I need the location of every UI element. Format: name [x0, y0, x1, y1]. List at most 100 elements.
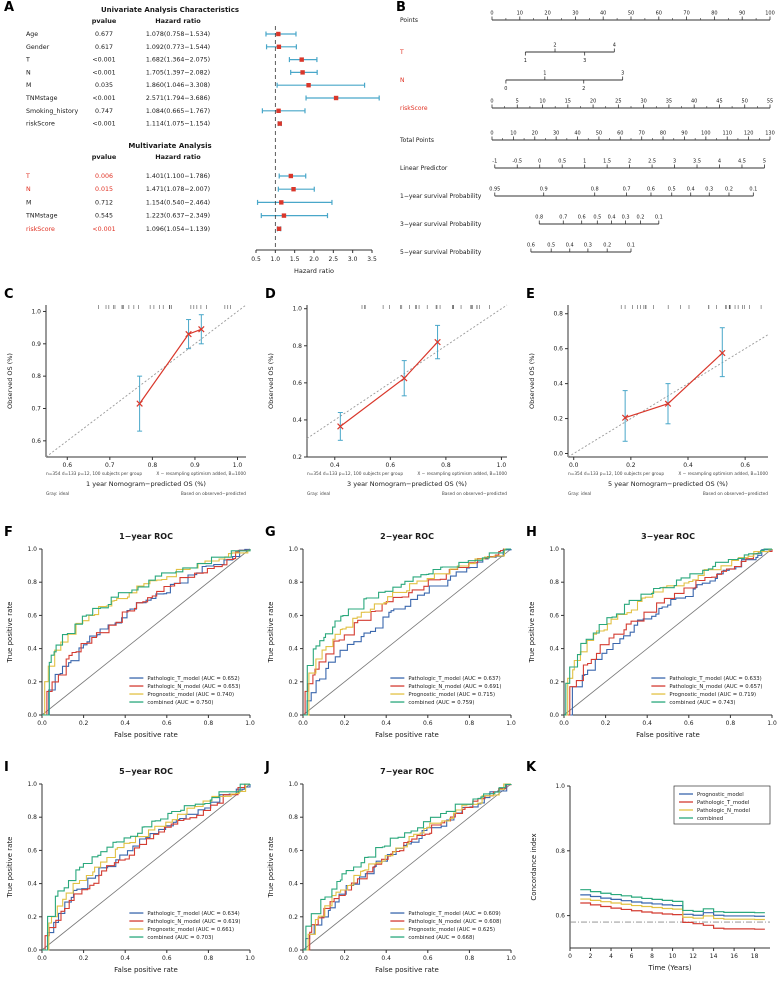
y-axis-title: True positive rate	[267, 602, 275, 664]
nomogram-tick-label: 60	[656, 11, 662, 17]
x-marker	[664, 400, 672, 407]
nomogram-row-label: 5−year survival Probability	[400, 249, 482, 256]
nomogram-tick-label: 0.95	[489, 187, 500, 193]
roc-7yr-svg: 7−year ROC 0.00.0 0.2 0.2 0.4 0.4 0.6 0.6 0.8 0.8…	[267, 767, 516, 974]
pvalue: 0.747	[95, 108, 113, 115]
y-tick-label: 0.0	[27, 712, 37, 719]
y-tick-label: 0.6	[27, 612, 37, 619]
roc-1yr-svg: 1−year ROC 0.00.0 0.2 0.2 0.4 0.4 0.6 0.6 0.8 0.8…	[6, 532, 255, 739]
variable-name: riskScore	[26, 226, 55, 233]
legend-label: Pathologic_T_model (AUC = 0.652)	[147, 676, 239, 682]
calibration-5yr-svg: 0.0 0.2 0.4 0.6 0.0 0.2 0.4 0.6 0.8 n=354 d=133 p…	[528, 305, 768, 497]
nomogram-tick-label: 40	[574, 131, 580, 137]
y-tick-label: 0.4	[27, 881, 37, 888]
y-tick-label: 0.2	[288, 679, 298, 686]
roc-curve-green	[564, 548, 773, 716]
chart-title: 7−year ROC	[380, 767, 434, 776]
legend-label: Prognostic_model (AUC = 0.661)	[147, 927, 234, 933]
x-tick-label: 14	[710, 953, 718, 960]
nomogram-tick-label: 4	[613, 43, 616, 49]
x-tick-label: 1.0	[271, 256, 281, 263]
nomogram-row-label: N	[400, 77, 405, 84]
y-axis-title: Observed OS (%)	[267, 353, 275, 409]
nomogram-tick-label: 20	[590, 99, 596, 105]
x-tick-label: 0.4	[120, 720, 130, 727]
variable-name: N	[26, 69, 31, 76]
nomogram-tick-label: 0	[538, 159, 541, 165]
y-tick-label: 0.2	[288, 914, 298, 921]
y-tick-label: 0.6	[292, 380, 302, 387]
x-axis-title: 5 year Nomogram−predicted OS (%)	[608, 480, 728, 488]
x-tick-label: 0.8	[204, 720, 214, 727]
panel-f-label: F	[4, 525, 13, 540]
x-axis-title: Hazard ratio	[294, 267, 334, 275]
y-tick-label: 0.0	[288, 947, 298, 954]
roc-5yr-svg: 5−year ROC 0.00.0 0.2 0.2 0.4 0.4 0.6 0.6 0.8 0.8…	[6, 767, 255, 974]
panel-b-nomogram: B Points 0 10 20 30 40 50 60 70 80 90 100 T 1 2 3 4 N 0 1 2 3…	[392, 0, 783, 287]
x-tick-label: 0.8	[204, 955, 214, 962]
x-tick-label: 0.2	[340, 720, 350, 727]
nomogram-tick-label: 0.6	[647, 187, 655, 193]
x-tick-label: 1.0	[767, 720, 777, 727]
y-tick-label: 0.0	[553, 451, 563, 458]
caption-left: n=354 d=133 p=12, 100 subjects per group	[307, 471, 403, 477]
y-tick-label: 0.4	[553, 381, 563, 388]
nomogram-tick-label: 80	[711, 11, 717, 17]
nomogram-tick-label: 0.5	[593, 215, 601, 221]
x-tick-label: 0.4	[330, 462, 340, 469]
x-marker	[198, 326, 205, 333]
panel-j-label: J	[265, 760, 270, 775]
pvalue: <0.001	[92, 121, 115, 128]
hazard-ratio-text: 1.471(1.078−2.007)	[146, 186, 210, 193]
x-tick-label: 0.2	[626, 462, 636, 469]
y-tick-label: 0.6	[555, 913, 565, 920]
y-tick-label: 0.4	[288, 646, 298, 653]
x-tick-label: 0.5	[251, 256, 261, 263]
nomogram-tick-label: 40	[691, 99, 697, 105]
chance-diagonal	[302, 783, 512, 951]
roc-curve-blue	[303, 549, 512, 716]
variable-name: Age	[26, 31, 38, 38]
panel-g-label: G	[265, 525, 276, 540]
x-tick-label: 0.7	[105, 462, 115, 469]
calibration-1yr-svg: 0.6 0.7 0.8 0.9 1.0 0.6 0.7 0.8 0.9 1.0 n=354 d=13…	[6, 304, 247, 497]
x-tick-label: 0.6	[684, 720, 694, 727]
nomogram-tick-label: 1	[583, 159, 586, 165]
nomogram-row-label: riskScore	[400, 105, 428, 112]
panel-k-concordance-index: K 0 2 4 6 8 10 12 14 16 18 0.6 0.8 1.0 Prognostic_mod…	[522, 760, 783, 990]
nomogram-tick-label: 55	[767, 99, 773, 105]
concordance-index-svg: 0 2 4 6 8 10 12 14 16 18 0.6 0.8 1.0 Prognostic_model…	[530, 783, 771, 972]
y-tick-label: 0.2	[27, 914, 37, 921]
nomogram-tick-label: 2	[628, 159, 631, 165]
nomogram-tick-label: 0	[504, 86, 507, 92]
variable-name: riskScore	[26, 121, 55, 128]
panel-j-roc-7yr: J 7−year ROC 0.0 0.0 0.2 0.2 0.4 0.4 0.6 0.6 0.8 0…	[261, 760, 522, 990]
x-tick-label: 0	[568, 953, 572, 960]
x-tick-label: 0.4	[683, 462, 693, 469]
variable-name: T	[25, 57, 30, 64]
column-header: pvalue	[92, 153, 117, 161]
roc-curve-yellow	[42, 783, 250, 951]
x-axis-title: False positive rate	[636, 731, 700, 739]
nomogram-tick-label: 2	[553, 43, 556, 49]
hr-marker	[279, 200, 284, 205]
nomogram-tick-label: 25	[615, 99, 621, 105]
panel-i-roc-5yr: I 5−year ROC 0.0 0.0 0.2 0.2 0.4 0.4 0.6 0.6 0.8 0…	[0, 760, 261, 990]
legend-label: combined (AUC = 0.750)	[147, 700, 213, 706]
nomogram-row-label: Points	[400, 17, 418, 24]
legend-label: combined (AUC = 0.759)	[408, 700, 474, 706]
y-axis-title: True positive rate	[528, 602, 536, 664]
chance-diagonal	[302, 548, 512, 716]
nomogram-tick-label: 30	[640, 99, 646, 105]
x-tick-label: 0.4	[381, 720, 391, 727]
hr-marker	[288, 173, 294, 179]
nomogram-tick-label: 0.9	[540, 187, 548, 193]
x-tick-label: 0.0	[569, 462, 579, 469]
cindex-curve-green	[580, 889, 765, 914]
x-axis-title: 1 year Nomogram−predicted OS (%)	[86, 480, 206, 488]
x-tick-label: 0.6	[162, 720, 172, 727]
calibration-line	[139, 328, 202, 404]
nomogram-tick-label: 0.3	[584, 243, 592, 249]
x-tick-label: 0.8	[726, 720, 736, 727]
roc-curve-green	[303, 548, 511, 716]
